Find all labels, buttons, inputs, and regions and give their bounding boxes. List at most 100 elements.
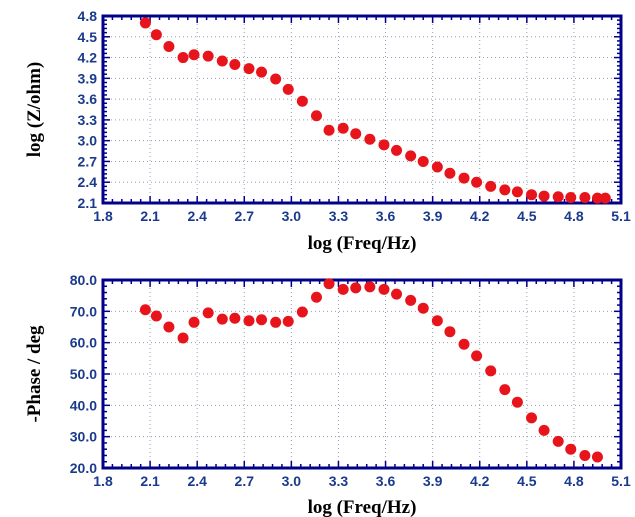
- markers-layer: [139, 17, 611, 204]
- y-tick-label: 40.0: [70, 397, 97, 413]
- markers-layer: [139, 278, 603, 463]
- data-point: [579, 191, 591, 203]
- data-point: [431, 315, 443, 327]
- x-tick-label: 4.5: [517, 473, 537, 489]
- y-tick-label: 3.3: [78, 112, 98, 128]
- impedance-chart: 1.8 2.1 2.4 2.7 3.0 3.3 3.6 3.9 4.2 4.5 4.8 5.12.12…: [24, 8, 631, 254]
- x-tick-label: 3.6: [376, 208, 396, 224]
- data-point: [485, 365, 497, 377]
- data-point: [163, 40, 175, 52]
- data-point: [565, 191, 577, 203]
- x-tick-label: 3.6: [376, 473, 396, 489]
- y-tick-label: 2.7: [78, 153, 98, 169]
- data-point: [202, 307, 214, 319]
- data-point: [282, 315, 294, 327]
- y-axis-title: -Phase / deg: [24, 325, 45, 423]
- x-tick-label: 4.2: [470, 473, 490, 489]
- data-point: [526, 412, 538, 424]
- x-tick-label: 3.3: [329, 208, 349, 224]
- y-axis-title: log (Z/ohm): [24, 62, 45, 158]
- data-point: [229, 58, 241, 70]
- data-point: [599, 192, 611, 204]
- data-point: [591, 192, 603, 204]
- data-point: [471, 176, 483, 188]
- data-point: [243, 315, 255, 327]
- x-tick-label: 4.5: [517, 208, 537, 224]
- data-point: [526, 189, 538, 201]
- data-point: [270, 316, 282, 328]
- y-tick-label: 30.0: [70, 429, 97, 445]
- data-point: [270, 73, 282, 85]
- data-point: [310, 110, 322, 122]
- x-tick-label: 2.4: [187, 208, 207, 224]
- grid-layer: [103, 16, 621, 203]
- x-tick-label: 1.8: [93, 208, 113, 224]
- data-point: [296, 306, 308, 318]
- data-point: [202, 50, 214, 62]
- data-point: [538, 190, 550, 202]
- y-tick-label: 3.6: [78, 91, 98, 107]
- data-point: [378, 139, 390, 151]
- data-point: [391, 288, 403, 300]
- data-point: [405, 294, 417, 306]
- data-point: [310, 291, 322, 303]
- data-point: [417, 302, 429, 314]
- data-point: [337, 122, 349, 134]
- data-point: [256, 314, 268, 326]
- data-point: [177, 332, 189, 344]
- x-tick-label: 3.9: [423, 208, 443, 224]
- data-point: [139, 17, 151, 29]
- data-point: [579, 449, 591, 461]
- data-point: [229, 312, 241, 324]
- y-tick-label: 3.0: [78, 133, 98, 149]
- x-tick-label: 2.4: [187, 473, 207, 489]
- tick-labels-layer: 1.8 2.1 2.4 2.7 3.0 3.3 3.6 3.9 4.2 4.5 4.8 5.1 20.0…: [70, 272, 631, 489]
- data-point: [552, 191, 564, 203]
- x-axis-title: log (Freq/Hz): [308, 233, 417, 254]
- data-point: [139, 304, 151, 316]
- data-point: [471, 350, 483, 362]
- data-point: [378, 283, 390, 295]
- data-point: [216, 313, 228, 325]
- data-point: [364, 133, 376, 145]
- data-point: [350, 282, 362, 294]
- data-point: [337, 283, 349, 295]
- y-tick-label: 2.4: [78, 174, 98, 190]
- data-point: [417, 155, 429, 167]
- x-tick-label: 4.8: [564, 473, 584, 489]
- data-point: [511, 186, 523, 198]
- y-tick-label: 3.9: [78, 70, 98, 86]
- ticks-layer: [102, 15, 622, 204]
- x-tick-label: 2.7: [235, 473, 255, 489]
- data-point: [538, 424, 550, 436]
- data-point: [150, 310, 162, 322]
- x-tick-label: 1.8: [93, 473, 113, 489]
- data-point: [188, 49, 200, 61]
- data-point: [350, 128, 362, 140]
- data-point: [458, 338, 470, 350]
- data-point: [485, 180, 497, 192]
- y-tick-label: 80.0: [70, 272, 97, 288]
- data-point: [391, 144, 403, 156]
- y-tick-label: 50.0: [70, 366, 97, 382]
- x-tick-label: 3.0: [282, 473, 302, 489]
- tick-labels-layer: 1.8 2.1 2.4 2.7 3.0 3.3 3.6 3.9 4.2 4.5 4.8 5.12.12…: [78, 8, 631, 224]
- data-point: [177, 52, 189, 64]
- data-point: [150, 29, 162, 41]
- x-tick-label: 4.2: [470, 208, 490, 224]
- data-point: [364, 281, 376, 293]
- data-point: [499, 384, 511, 396]
- x-tick-label: 4.8: [564, 208, 584, 224]
- y-tick-label: 2.1: [78, 195, 98, 211]
- x-tick-label: 3.3: [329, 473, 349, 489]
- x-tick-label: 2.1: [140, 208, 160, 224]
- x-tick-label: 5.1: [611, 473, 631, 489]
- data-point: [256, 66, 268, 78]
- data-point: [323, 278, 335, 290]
- grid-layer: [103, 280, 621, 468]
- data-point: [499, 184, 511, 196]
- x-tick-label: 2.7: [235, 208, 255, 224]
- x-tick-label: 3.9: [423, 473, 443, 489]
- x-tick-label: 3.0: [282, 208, 302, 224]
